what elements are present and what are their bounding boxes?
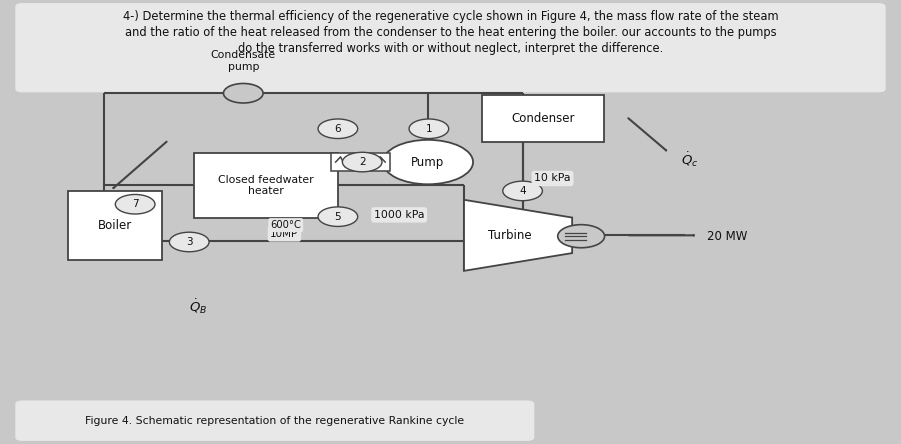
FancyBboxPatch shape [15, 3, 886, 92]
Circle shape [342, 152, 382, 172]
Text: 20 MW: 20 MW [707, 230, 748, 243]
Text: Closed feedwater
heater: Closed feedwater heater [218, 174, 314, 196]
Circle shape [558, 225, 605, 248]
Text: 1: 1 [425, 124, 432, 134]
Text: 4: 4 [519, 186, 526, 196]
Bar [194, 153, 338, 218]
Text: and the ratio of the heat released from the condenser to the heat entering the b: and the ratio of the heat released from … [124, 26, 777, 39]
Bar [68, 191, 162, 260]
Text: 3: 3 [186, 237, 193, 247]
Text: Condensate
pump: Condensate pump [211, 50, 276, 72]
Text: 4-) Determine the thermal efficiency of the regenerative cycle shown in Figure 4: 4-) Determine the thermal efficiency of … [123, 10, 778, 23]
Circle shape [383, 140, 473, 184]
Text: Pump: Pump [412, 155, 444, 169]
Circle shape [409, 119, 449, 139]
Bar [482, 95, 604, 142]
Text: 10 kPa: 10 kPa [534, 174, 571, 183]
Text: 6: 6 [334, 124, 341, 134]
Text: 10MP: 10MP [270, 229, 298, 239]
Circle shape [503, 181, 542, 201]
Text: 1000 kPa: 1000 kPa [374, 210, 424, 220]
Circle shape [223, 83, 263, 103]
Circle shape [318, 207, 358, 226]
Text: Figure 4. Schematic representation of the regenerative Rankine cycle: Figure 4. Schematic representation of th… [86, 416, 464, 426]
FancyBboxPatch shape [15, 400, 534, 441]
Text: do the transferred works with or without neglect, interpret the difference.: do the transferred works with or without… [238, 42, 663, 55]
Text: 5: 5 [334, 212, 341, 222]
Circle shape [318, 119, 358, 139]
Text: Condenser: Condenser [511, 112, 575, 125]
Text: Boiler: Boiler [97, 219, 132, 232]
Bar [332, 153, 390, 171]
Text: 2: 2 [359, 157, 366, 167]
Circle shape [169, 232, 209, 252]
Text: $\dot{Q}_B$: $\dot{Q}_B$ [189, 297, 207, 316]
Text: 600°C: 600°C [270, 220, 301, 230]
Text: $\dot{Q}_c$: $\dot{Q}_c$ [681, 151, 698, 169]
Circle shape [115, 194, 155, 214]
Text: Turbine: Turbine [487, 229, 532, 242]
Polygon shape [464, 200, 572, 271]
Text: 7: 7 [132, 199, 139, 209]
